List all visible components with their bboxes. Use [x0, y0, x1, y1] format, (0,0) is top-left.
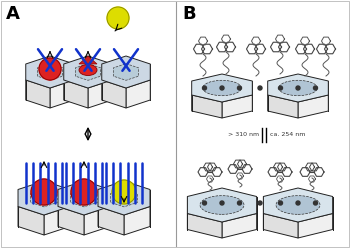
Polygon shape — [88, 80, 112, 108]
Polygon shape — [263, 188, 332, 222]
Polygon shape — [102, 80, 126, 108]
Circle shape — [258, 86, 262, 90]
Polygon shape — [192, 74, 252, 102]
Polygon shape — [75, 64, 100, 80]
Polygon shape — [50, 80, 74, 108]
Polygon shape — [44, 207, 70, 235]
Polygon shape — [64, 56, 112, 88]
Circle shape — [39, 58, 61, 80]
Ellipse shape — [200, 196, 244, 214]
Ellipse shape — [276, 196, 320, 214]
Circle shape — [279, 86, 282, 90]
Circle shape — [71, 179, 97, 205]
Circle shape — [296, 86, 300, 90]
Polygon shape — [126, 80, 150, 108]
Polygon shape — [124, 207, 150, 235]
Polygon shape — [58, 181, 110, 215]
Circle shape — [31, 179, 57, 205]
Circle shape — [203, 201, 206, 205]
Polygon shape — [268, 95, 298, 118]
Polygon shape — [268, 74, 328, 102]
Polygon shape — [98, 207, 124, 235]
Polygon shape — [113, 64, 139, 80]
Circle shape — [107, 7, 129, 29]
Polygon shape — [111, 189, 138, 207]
Polygon shape — [263, 214, 298, 238]
Polygon shape — [84, 207, 110, 235]
Ellipse shape — [279, 80, 317, 96]
Text: > 310 nm: > 310 nm — [228, 131, 259, 136]
Polygon shape — [58, 207, 84, 235]
Polygon shape — [102, 56, 150, 88]
Circle shape — [238, 86, 241, 90]
Circle shape — [296, 201, 300, 205]
Polygon shape — [37, 64, 63, 80]
Polygon shape — [298, 95, 328, 118]
Polygon shape — [18, 207, 44, 235]
Polygon shape — [222, 95, 252, 118]
Polygon shape — [187, 188, 257, 222]
Circle shape — [279, 201, 282, 205]
Circle shape — [314, 201, 317, 205]
Polygon shape — [298, 214, 332, 238]
Polygon shape — [98, 181, 150, 215]
Polygon shape — [64, 80, 88, 108]
Text: B: B — [182, 5, 196, 23]
Polygon shape — [26, 56, 74, 88]
Text: ca. 254 nm: ca. 254 nm — [270, 131, 305, 136]
Polygon shape — [187, 214, 222, 238]
Ellipse shape — [79, 64, 97, 75]
Circle shape — [314, 86, 317, 90]
Polygon shape — [26, 80, 50, 108]
Circle shape — [238, 201, 241, 205]
Circle shape — [220, 86, 224, 90]
Text: A: A — [6, 5, 20, 23]
Polygon shape — [18, 181, 70, 215]
Polygon shape — [30, 189, 57, 207]
Circle shape — [203, 86, 206, 90]
Polygon shape — [79, 56, 97, 64]
Circle shape — [220, 201, 224, 205]
Polygon shape — [192, 95, 222, 118]
Ellipse shape — [203, 80, 241, 96]
Circle shape — [112, 180, 136, 204]
Polygon shape — [222, 214, 257, 238]
Circle shape — [258, 201, 262, 205]
Polygon shape — [70, 189, 98, 207]
